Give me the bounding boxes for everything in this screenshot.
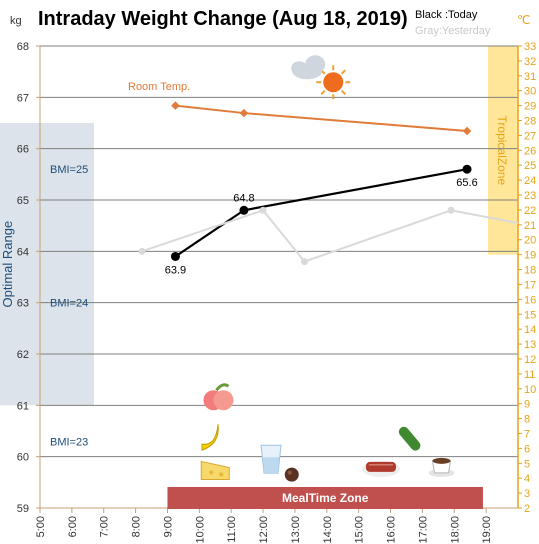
right-tick-label: 13 <box>524 339 536 351</box>
temp-point <box>239 108 249 118</box>
today-point <box>239 205 249 215</box>
today-data-label: 65.6 <box>456 177 477 189</box>
right-tick-label: 8 <box>524 414 530 426</box>
x-tick-label: 7:00 <box>99 516 111 537</box>
right-tick-label: 15 <box>524 309 536 321</box>
chart-title: Intraday Weight Change (Aug 18, 2019) <box>38 8 408 30</box>
yesterday-point <box>259 206 267 214</box>
series-line-yesterday <box>141 209 519 263</box>
left-tick-label: 66 <box>17 144 29 156</box>
cucumber-icon <box>398 426 421 451</box>
right-tick-label: 26 <box>524 145 536 157</box>
chocolate-icon <box>284 467 299 482</box>
left-tick-label: 67 <box>17 92 29 104</box>
right-tick-label: 11 <box>524 369 535 381</box>
temp-point <box>462 126 472 136</box>
x-tick-label: 11:00 <box>226 516 238 543</box>
right-tick-label: 23 <box>524 190 536 202</box>
right-tick-label: 31 <box>524 71 536 83</box>
left-tick-label: 64 <box>17 246 29 258</box>
meal-time-zone-label: MealTime Zone <box>282 491 369 505</box>
coffee-icon <box>428 457 455 477</box>
today-data-label: 64.8 <box>233 192 254 204</box>
tropical-zone-label: TropicalZone <box>495 116 509 186</box>
bmi-label: BMI=25 <box>50 164 88 176</box>
today-point <box>462 164 472 174</box>
x-tick-label: 9:00 <box>162 516 174 537</box>
x-tick-label: 6:00 <box>67 516 79 537</box>
banana-icon <box>201 424 219 451</box>
right-tick-label: 5 <box>524 458 530 470</box>
left-tick-label: 61 <box>17 400 29 412</box>
right-tick-label: 21 <box>524 220 536 232</box>
right-tick-label: 9 <box>524 399 530 411</box>
right-tick-label: 6 <box>524 443 530 455</box>
right-tick-label: 14 <box>524 324 536 336</box>
yesterday-point <box>138 247 146 255</box>
today-point <box>170 251 180 261</box>
right-tick-label: 19 <box>524 250 536 262</box>
today-data-label: 63.9 <box>165 264 186 276</box>
left-tick-label: 68 <box>17 41 29 53</box>
left-tick-label: 65 <box>17 195 29 207</box>
meal-time-zone-bar <box>167 487 483 509</box>
bmi-label: BMI=24 <box>50 298 88 310</box>
steak-icon <box>361 460 400 477</box>
peach-icon <box>203 383 234 411</box>
x-tick-label: 18:00 <box>449 516 461 544</box>
left-tick-label: 62 <box>17 349 29 361</box>
x-tick-label: 5:00 <box>35 516 47 537</box>
bmi-label: BMI=23 <box>50 436 88 448</box>
right-tick-label: 2 <box>524 503 530 515</box>
right-tick-label: 32 <box>524 56 536 68</box>
right-tick-label: 18 <box>524 265 536 277</box>
series-line-today <box>174 168 468 258</box>
right-tick-label: 7 <box>524 428 530 440</box>
right-tick-label: 16 <box>524 294 536 306</box>
left-tick-label: 60 <box>17 452 29 464</box>
right-tick-label: 4 <box>524 473 530 485</box>
right-tick-label: 30 <box>524 86 536 98</box>
legend-today: Black :Today <box>415 9 478 21</box>
left-tick-label: 63 <box>17 298 29 310</box>
left-tick-label: 59 <box>17 503 29 515</box>
right-tick-label: 12 <box>524 354 536 366</box>
right-tick-label: 25 <box>524 160 536 172</box>
right-tick-label: 3 <box>524 488 530 500</box>
right-tick-label: 22 <box>524 205 536 217</box>
right-tick-label: 17 <box>524 279 536 291</box>
yesterday-point <box>300 258 308 266</box>
temp-point <box>171 101 180 110</box>
x-tick-label: 15:00 <box>354 516 366 544</box>
right-tick-label: 20 <box>524 235 536 247</box>
water-glass-icon <box>260 444 282 474</box>
right-tick-label: 10 <box>524 384 536 396</box>
x-tick-label: 8:00 <box>131 516 143 537</box>
optimal-range-band <box>0 123 94 406</box>
x-tick-label: 17:00 <box>417 516 429 544</box>
x-tick-label: 10:00 <box>194 516 206 544</box>
right-tick-label: 29 <box>524 101 536 113</box>
right-tick-label: 27 <box>524 130 536 142</box>
legend-yesterday: Gray:Yesterday <box>415 25 491 37</box>
room-temp-label: Room Temp. <box>128 81 190 93</box>
x-tick-label: 12:00 <box>258 516 270 544</box>
left-axis-unit: kg <box>10 15 22 27</box>
right-tick-label: 28 <box>524 116 536 128</box>
right-tick-label: 33 <box>524 41 536 53</box>
right-tick-label: 24 <box>524 175 536 187</box>
x-tick-label: 19:00 <box>481 516 493 544</box>
optimal-range-label: Optimal Range <box>0 221 15 308</box>
x-tick-label: 13:00 <box>290 516 302 544</box>
cheese-icon <box>200 460 230 480</box>
yesterday-point <box>447 206 455 214</box>
x-tick-label: 16:00 <box>386 516 398 544</box>
sun-cloud-icon <box>291 55 351 100</box>
series-line-room-temp- <box>175 104 468 132</box>
right-axis-unit: ℃ <box>517 13 530 27</box>
x-tick-label: 14:00 <box>322 516 334 544</box>
